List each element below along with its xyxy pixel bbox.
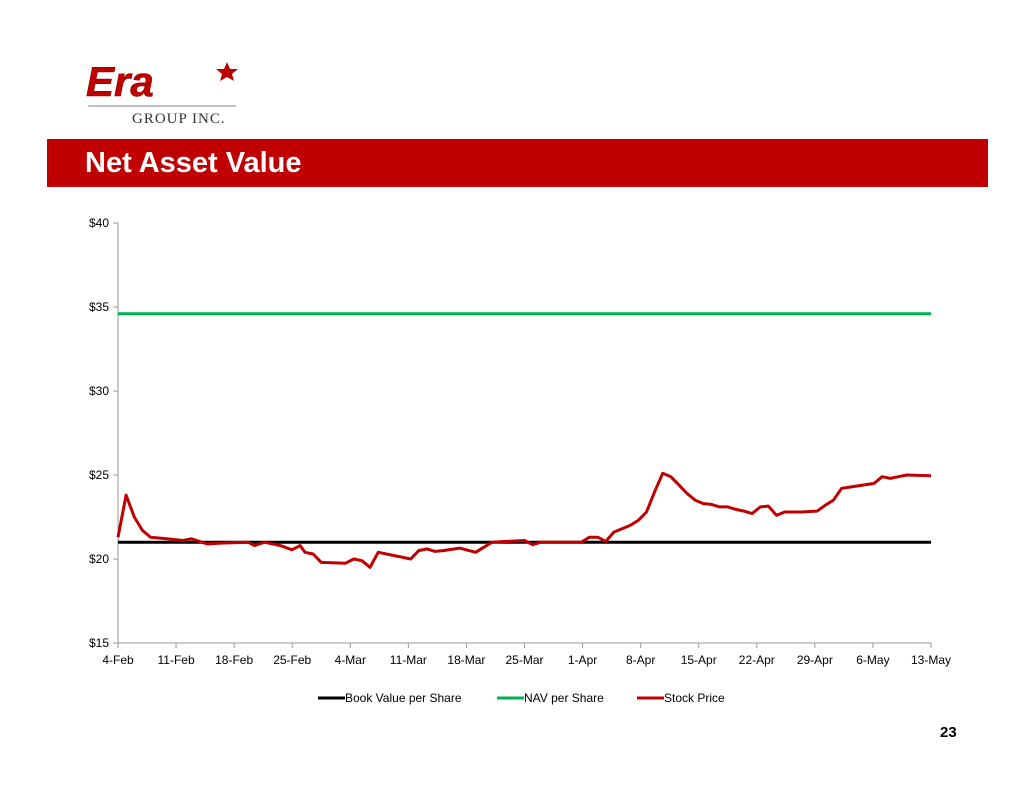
x-tick-label: 4-Feb [102, 653, 134, 667]
x-tick-label: 8-Apr [626, 653, 655, 667]
page-number: 23 [940, 724, 957, 741]
y-tick-label: $40 [89, 216, 109, 230]
star-icon [216, 62, 238, 81]
x-tick-label: 11-Feb [158, 653, 195, 667]
title-bar: Net Asset Value [47, 139, 988, 187]
legend-label: NAV per Share [524, 691, 604, 705]
x-tick-label: 13-May [911, 653, 951, 667]
y-tick-label: $20 [89, 552, 109, 566]
x-tick-label: 6-May [856, 653, 889, 667]
x-tick-label: 15-Apr [681, 653, 717, 667]
logo-subtitle: GROUP INC. [132, 111, 226, 127]
page-title: Net Asset Value [85, 147, 302, 179]
x-tick-label: 22-Apr [739, 653, 775, 667]
legend-label: Book Value per Share [345, 691, 462, 705]
series-line-3 [116, 471, 932, 569]
y-tick-label: $30 [89, 384, 109, 398]
x-tick-label: 1-Apr [568, 653, 597, 667]
y-tick-label: $35 [89, 300, 109, 314]
x-tick-label: 25-Feb [273, 653, 311, 667]
x-tick-label: 4-Mar [335, 653, 366, 667]
logo-wordmark: Era [86, 58, 154, 105]
y-tick-label: $25 [89, 468, 109, 482]
x-tick-label: 29-Apr [797, 653, 833, 667]
x-tick-label: 25-Mar [505, 653, 543, 667]
legend-label: Stock Price [664, 691, 725, 705]
x-tick-label: 11-Mar [390, 653, 427, 667]
x-tick-label: 18-Mar [447, 653, 485, 667]
x-tick-label: 18-Feb [215, 653, 253, 667]
y-tick-label: $15 [89, 636, 109, 650]
era-logo: Era [86, 58, 238, 107]
